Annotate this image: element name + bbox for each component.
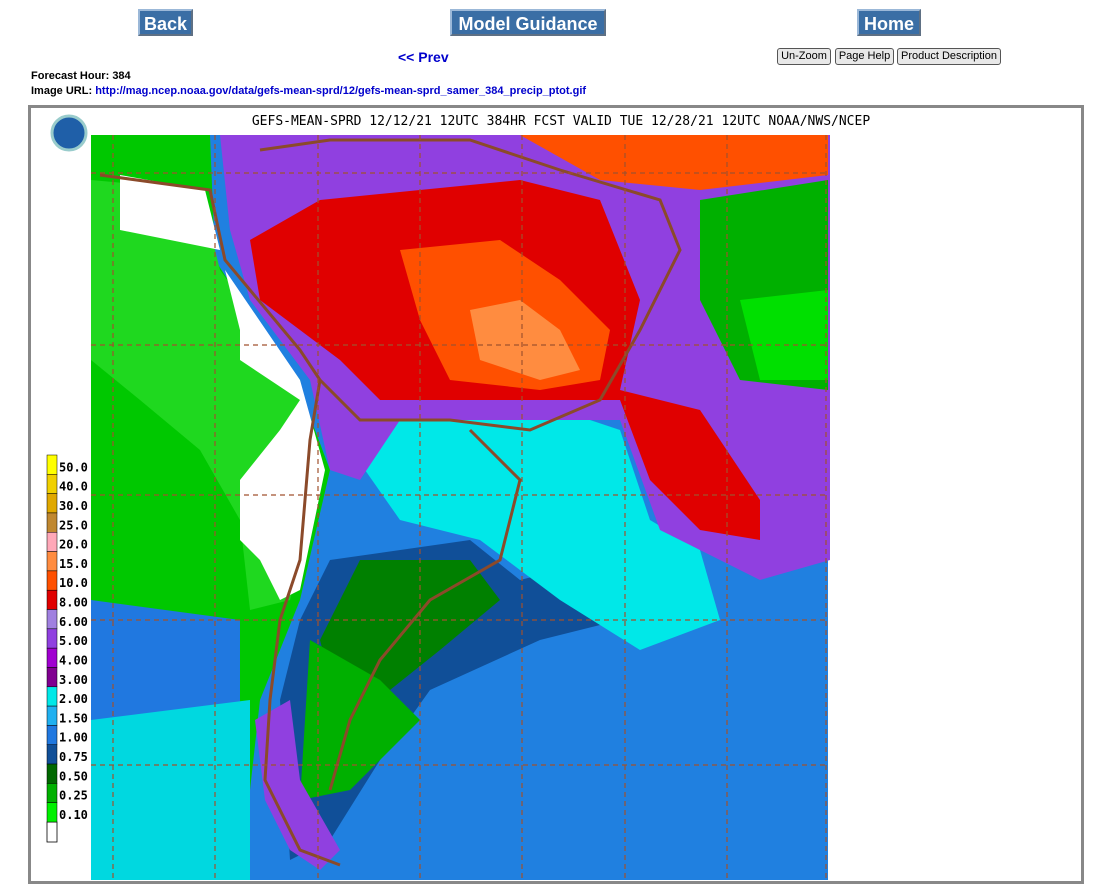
cyan-area	[330, 400, 720, 650]
southwest-cyan	[91, 700, 250, 880]
white-area	[120, 175, 325, 600]
tierra-purple	[255, 700, 340, 870]
un-zoom-button[interactable]: Un-Zoom	[777, 48, 831, 65]
map-frame: GEFS-MEAN-SPRD 12/12/21 12UTC 384HR FCST…	[28, 105, 1084, 884]
legend-label: 15.0	[59, 557, 88, 571]
legend-swatch	[46, 454, 58, 475]
legend-label: 0.75	[59, 750, 88, 764]
legend-label: 6.00	[59, 615, 88, 629]
map-field	[46, 114, 830, 880]
forecast-hour-label: Forecast Hour:	[31, 70, 110, 82]
legend-swatch	[46, 493, 58, 514]
legend-swatch	[46, 802, 58, 823]
legend-swatch	[46, 512, 58, 533]
product-description-button[interactable]: Product Description	[897, 48, 1001, 65]
legend-label: 25.0	[59, 518, 88, 532]
legend-swatch	[46, 647, 58, 668]
image-url: Image URL: http://mag.ncep.noaa.gov/data…	[31, 85, 586, 97]
forecast-hour: Forecast Hour: 384	[31, 70, 131, 82]
legend-label: 20.0	[59, 538, 88, 552]
home-button[interactable]: Home	[857, 9, 921, 36]
coastline	[99, 138, 682, 867]
legend-zero-box	[46, 821, 58, 843]
legend-label: 30.0	[59, 499, 88, 513]
page-help-button[interactable]: Page Help	[835, 48, 894, 65]
noaa-logo	[50, 114, 88, 152]
legend-swatch	[46, 705, 58, 726]
northeast-light-green	[740, 290, 828, 380]
forecast-hour-value: 384	[112, 70, 131, 82]
map-image: GEFS-MEAN-SPRD 12/12/21 12UTC 384HR FCST…	[46, 114, 870, 880]
light-orange	[470, 300, 580, 380]
legend-swatch	[46, 725, 58, 745]
north-orange	[520, 135, 828, 190]
legend-label: 50.0	[59, 460, 88, 474]
legend-label: 0.10	[59, 808, 88, 822]
legend-label: 0.50	[59, 769, 88, 783]
back-button[interactable]: Back	[138, 9, 193, 36]
legend-swatch	[46, 609, 58, 630]
legend-label: 4.00	[59, 653, 88, 667]
legend-label: 2.00	[59, 692, 88, 706]
legend-label: 0.25	[59, 789, 88, 803]
legend-label: 40.0	[59, 480, 88, 494]
legend-label: 8.00	[59, 596, 88, 610]
legend-swatch	[46, 570, 58, 591]
legend-label: 3.00	[59, 673, 88, 687]
legend: 50.0 40.0 30.0 25.0 20.0 15.0 10.0 8.00 6.00 5.00…	[46, 454, 88, 823]
legend-swatch	[46, 551, 58, 572]
legend-swatch	[46, 744, 58, 765]
legend-swatch	[46, 667, 58, 688]
legend-label: 5.00	[59, 634, 88, 648]
legend-swatch	[46, 686, 58, 707]
legend-label: 1.50	[59, 711, 88, 725]
map-title: GEFS-MEAN-SPRD 12/12/21 12UTC 384HR FCST…	[252, 114, 870, 129]
prev-link[interactable]: << Prev	[398, 49, 449, 65]
patagonia-green	[300, 640, 420, 800]
image-url-link[interactable]: http://mag.ncep.noaa.gov/data/gefs-mean-…	[95, 85, 587, 97]
legend-label: 10.0	[59, 576, 88, 590]
legend-label: 1.00	[59, 731, 88, 745]
legend-swatch	[46, 474, 58, 494]
legend-swatch	[46, 589, 58, 610]
legend-swatch	[46, 628, 58, 649]
legend-swatch	[46, 532, 58, 552]
model-guidance-button[interactable]: Model Guidance	[450, 9, 606, 36]
legend-swatch	[46, 763, 58, 784]
image-url-label: Image URL:	[31, 85, 93, 97]
legend-swatch	[46, 783, 58, 803]
lat-lon-grid	[91, 135, 828, 880]
